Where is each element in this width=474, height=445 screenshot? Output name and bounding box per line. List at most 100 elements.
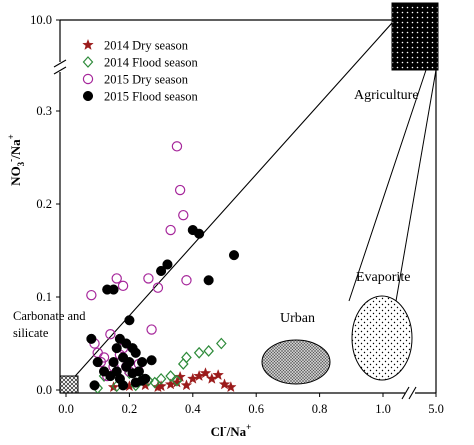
data-point [152, 381, 164, 393]
urban-zone [261, 339, 331, 385]
legend-marker [82, 73, 94, 85]
x-tick-label: 0.4 [185, 402, 201, 416]
data-point [156, 265, 167, 277]
y-axis-title: NO3-/Na+ [6, 134, 26, 186]
data-point [105, 329, 116, 340]
carbonate-label-line1: Carbonate and [13, 309, 86, 323]
x-tick-label: 0.6 [248, 402, 264, 416]
data-point [92, 357, 103, 368]
y-axis-break [53, 59, 67, 75]
data-point [143, 273, 154, 284]
x-tick-label: 0.8 [312, 402, 328, 416]
data-point [111, 273, 122, 284]
x-axis-title: Cl-/Na+ [211, 422, 252, 439]
data-point [180, 379, 193, 391]
data-point [118, 380, 129, 391]
x-title-den: /Na [226, 424, 247, 439]
data-point [117, 280, 129, 292]
data-point [181, 275, 192, 286]
data-point [212, 369, 224, 381]
data-point [107, 381, 120, 393]
legend-label: 2015 Flood season [104, 90, 199, 104]
data-point [218, 378, 231, 390]
y-title-main: NO [8, 166, 23, 186]
data-point [86, 333, 97, 344]
data-point [225, 381, 237, 393]
data-point [127, 343, 138, 354]
data-point [165, 224, 176, 236]
data-points [86, 141, 240, 393]
y-tick-label: 0.1 [36, 290, 52, 304]
data-point [203, 275, 214, 286]
data-point [108, 284, 119, 295]
data-point [177, 358, 189, 370]
x-tick-label: 0.2 [122, 402, 138, 416]
x-tick-label: 5.0 [428, 402, 444, 416]
evaporite-zone [351, 295, 413, 381]
y-title-den: /Na [8, 139, 23, 160]
data-point [178, 209, 189, 221]
data-point [140, 373, 151, 384]
data-point [171, 141, 183, 152]
data-point [89, 380, 100, 391]
data-point [174, 184, 186, 196]
y-tick-label: 10.0 [30, 13, 52, 27]
data-point [152, 282, 164, 293]
x-tick-label: 1.0 [375, 402, 391, 416]
reference-line [59, 22, 393, 394]
data-point [137, 357, 148, 368]
data-point [194, 228, 205, 239]
x-tick-label: 0.0 [58, 402, 74, 416]
evaporite-label: Evaporite [356, 270, 410, 285]
y-tick-label: 0.0 [36, 383, 52, 397]
legend-marker [82, 56, 94, 68]
legend: 2014 Dry season 2014 Flood season 2015 Dry… [82, 38, 199, 104]
y-tick-label: 0.3 [36, 104, 52, 118]
data-point [108, 357, 119, 368]
data-point [133, 366, 144, 377]
data-point [228, 250, 240, 261]
x-ticks: 0.0 0.2 0.4 0.6 0.8 1.0 5.0 [58, 393, 444, 416]
evaporite-connector-left [348, 69, 427, 302]
x-title-sup: - [224, 422, 227, 432]
series-circle-filled [86, 224, 240, 391]
x-axis-break [401, 386, 417, 400]
agriculture-zone [391, 2, 439, 71]
evaporite-connector-right [395, 69, 437, 302]
legend-marker [82, 38, 94, 50]
y-title-densup: + [6, 134, 16, 139]
y-tick-label: 0.2 [36, 197, 52, 211]
data-point [165, 370, 176, 382]
legend-label: 2014 Flood season [104, 56, 199, 70]
x-title-main: Cl [211, 424, 224, 439]
legend-label: 2015 Dry season [104, 73, 189, 87]
legend-label: 2014 Dry season [104, 39, 189, 53]
series-circle-open [86, 141, 192, 382]
zone-labels: Agriculture Evaporite Urban Carbonate an… [13, 88, 419, 340]
data-point [92, 347, 103, 358]
carbonate-label-line2: silicate [13, 326, 49, 340]
data-point [146, 355, 157, 366]
y-ticks: 0.0 0.1 0.2 0.3 10.0 [30, 13, 60, 397]
data-point [111, 343, 122, 354]
y-title-sub: 3 [16, 161, 26, 166]
data-point [146, 324, 157, 335]
data-point [193, 346, 205, 359]
data-point [155, 372, 167, 385]
carbonate-silicate-zone [59, 375, 79, 394]
y-title-sup: - [6, 159, 16, 162]
data-point [203, 345, 214, 357]
data-point [162, 259, 173, 270]
data-point [171, 374, 183, 387]
agriculture-label: Agriculture [354, 88, 419, 103]
data-point [216, 337, 227, 350]
data-point [181, 351, 192, 364]
legend-marker [82, 90, 94, 102]
x-title-densup: + [246, 422, 251, 432]
data-point [124, 357, 135, 368]
axes [53, 19, 437, 400]
data-point [86, 289, 97, 301]
urban-label: Urban [280, 311, 315, 326]
data-point [124, 315, 135, 326]
